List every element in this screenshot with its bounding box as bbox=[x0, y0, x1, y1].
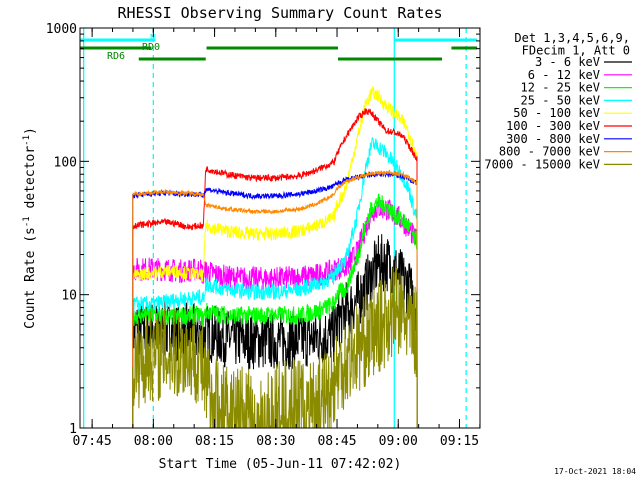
y-axis-label-part3: ) bbox=[23, 127, 38, 135]
legend-header-1: FDecim 1, Att 0 bbox=[522, 44, 630, 58]
legend-label-3: 25 - 50 keV bbox=[521, 93, 600, 107]
series-line-4 bbox=[132, 86, 418, 429]
x-tick-label-3: 08:30 bbox=[256, 434, 295, 449]
legend: Det 1,3,4,5,6,9,FDecim 1, Att 03 - 6 keV… bbox=[484, 31, 632, 171]
y-axis-label-part2: detector bbox=[23, 146, 38, 217]
y-axis-label-sup1: -1 bbox=[22, 216, 32, 227]
y-axis-label-part1: Count Rate (s bbox=[23, 227, 38, 329]
x-axis-label: Start Time (05-Jun-11 07:42:02) bbox=[159, 457, 402, 472]
series-line-2 bbox=[132, 193, 418, 429]
legend-label-8: 7000 - 15000 keV bbox=[484, 157, 600, 171]
legend-label-5: 100 - 300 keV bbox=[506, 119, 600, 133]
series-line-1 bbox=[132, 197, 418, 429]
chart-title: RHESSI Observing Summary Count Rates bbox=[117, 4, 442, 22]
series-line-0 bbox=[132, 234, 418, 429]
y-tick-label-3: 1000 bbox=[46, 22, 77, 37]
x-tick-label-4: 08:45 bbox=[317, 434, 356, 449]
series-line-7 bbox=[132, 169, 418, 429]
x-tick-label-0: 07:45 bbox=[73, 434, 112, 449]
legend-label-2: 12 - 25 keV bbox=[521, 81, 600, 95]
status-bar-label-0: N bbox=[150, 33, 156, 44]
plot-frame bbox=[79, 27, 481, 429]
legend-label-6: 300 - 800 keV bbox=[506, 132, 600, 146]
legend-header-0: Det 1,3,4,5,6,9, bbox=[514, 31, 630, 45]
legend-label-1: 6 - 12 keV bbox=[528, 68, 600, 82]
legend-label-4: 50 - 100 keV bbox=[513, 106, 600, 120]
status-bar-label-2: RD6 bbox=[107, 51, 125, 62]
y-tick-label-1: 10 bbox=[61, 289, 77, 304]
legend-label-0: 3 - 6 keV bbox=[535, 55, 600, 69]
footer-timestamp: 17-Oct-2021 18:04 bbox=[554, 467, 636, 476]
series-line-5 bbox=[132, 108, 418, 429]
series-line-3 bbox=[132, 137, 418, 429]
x-tick-label-5: 09:00 bbox=[379, 434, 418, 449]
y-tick-label-2: 100 bbox=[54, 155, 77, 170]
y-axis-label-sup2: -1 bbox=[22, 135, 32, 146]
x-tick-label-2: 08:15 bbox=[195, 434, 234, 449]
legend-label-7: 800 - 7000 keV bbox=[499, 145, 600, 159]
y-tick-label-0: 1 bbox=[69, 422, 77, 437]
x-tick-label-6: 09:15 bbox=[440, 434, 479, 449]
axes: 1 10 100 1000 07:45 08:00 08:15 08:30 08:45 09:00… bbox=[46, 22, 481, 449]
y-axis-label: Count Rate (s-1 detector-1) bbox=[22, 127, 38, 329]
x-tick-label-1: 08:00 bbox=[134, 434, 173, 449]
status-bar-label-1: RD0 bbox=[142, 42, 160, 53]
series-layer bbox=[132, 86, 418, 429]
